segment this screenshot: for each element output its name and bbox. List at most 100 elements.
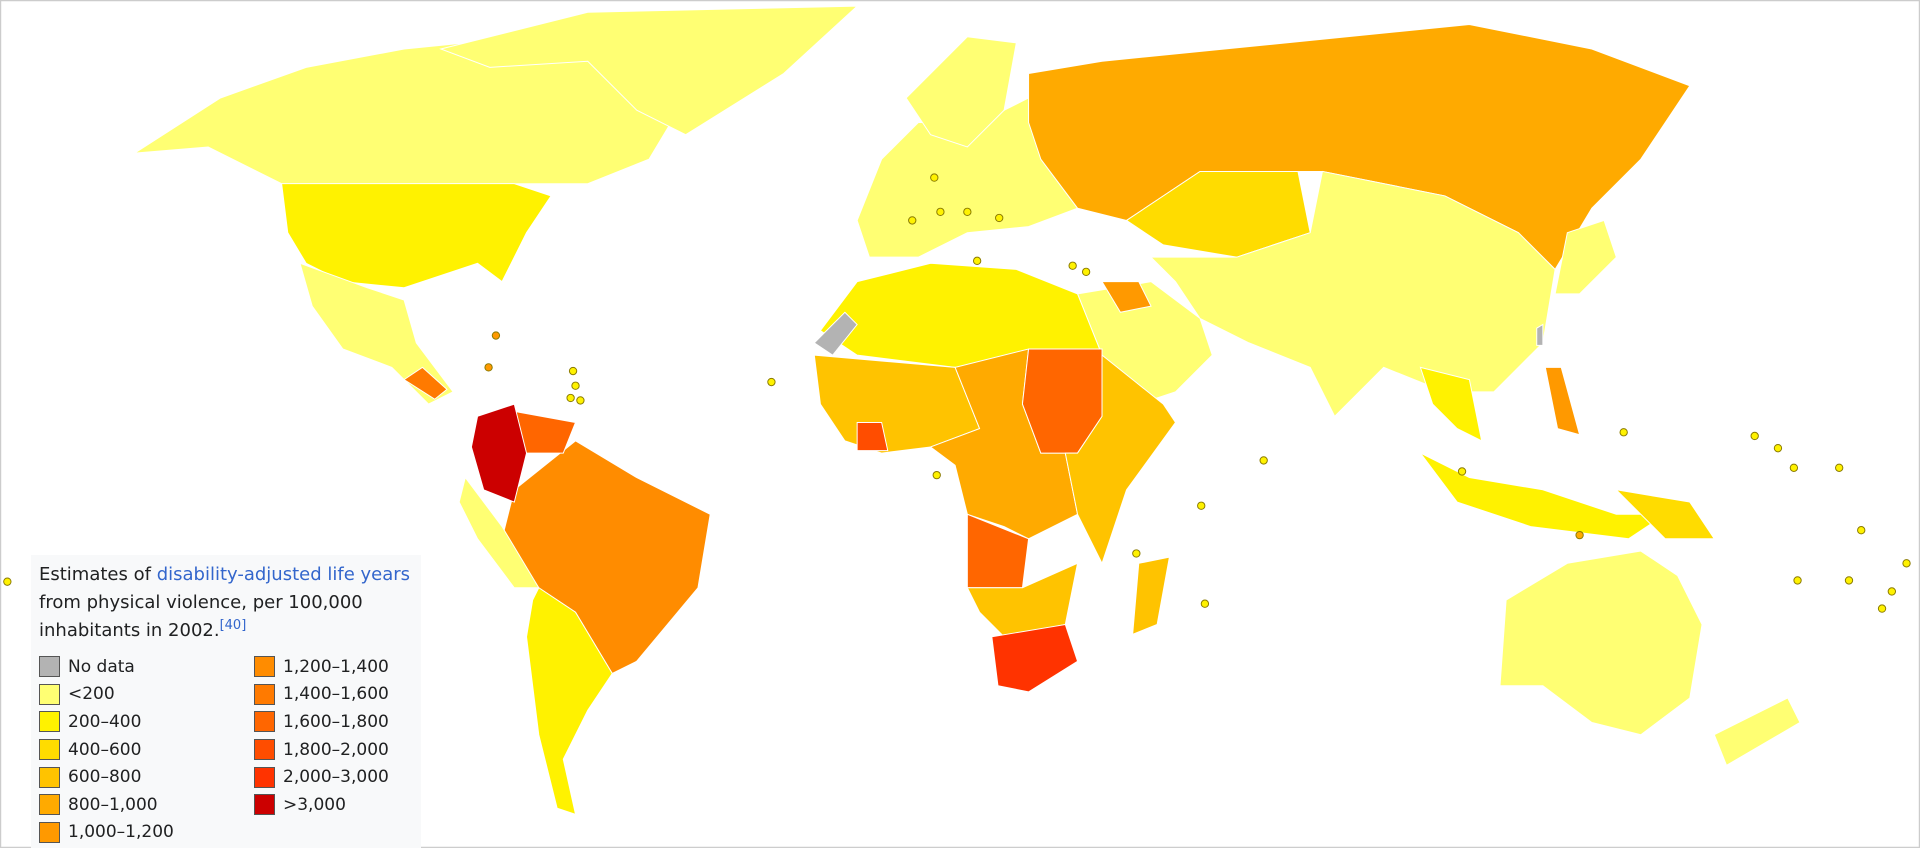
island: [1132, 549, 1141, 558]
legend-label: 600–800: [68, 767, 142, 788]
central-america: [403, 366, 448, 400]
legend-item: No data: [39, 653, 254, 681]
island: [566, 393, 575, 403]
legend-swatch: [254, 766, 275, 788]
legend-swatch: [254, 711, 275, 733]
island: [484, 363, 493, 372]
island: [1773, 444, 1783, 453]
island: [908, 216, 917, 225]
legend-item: 2,000–3,000: [254, 763, 414, 791]
legend-label: >3,000: [283, 794, 346, 815]
island: [767, 377, 776, 387]
legend-label: 1,800–2,000: [283, 739, 389, 760]
greenland: [439, 5, 859, 136]
island: [1877, 604, 1887, 613]
legend-swatch: [254, 794, 275, 816]
island: [1857, 526, 1866, 535]
legend-swatch: [39, 766, 60, 788]
island: [1457, 467, 1467, 476]
caption-link[interactable]: disability-adjusted life years: [156, 564, 411, 585]
asia: [1149, 170, 1556, 418]
island: [1793, 576, 1802, 585]
island: [1081, 267, 1091, 277]
legend-item: 800–1,000: [39, 791, 254, 819]
legend-swatch: [39, 739, 60, 761]
island: [932, 470, 941, 480]
iraq: [1101, 281, 1152, 313]
legend-swatch: [39, 683, 60, 705]
legend-label: No data: [68, 656, 135, 677]
legend-swatch: [254, 656, 275, 678]
legend-label: 1,400–1,600: [283, 684, 389, 705]
legend-item: 1,000–1,200: [39, 819, 254, 847]
island: [930, 173, 939, 182]
island: [1200, 599, 1210, 608]
north-africa: [819, 262, 1103, 368]
legend-label: 400–600: [68, 739, 142, 760]
island: [1887, 587, 1896, 596]
japan: [1554, 219, 1617, 295]
south-africa: [991, 623, 1079, 693]
island: [1575, 530, 1584, 540]
east-africa: [1064, 354, 1177, 565]
island: [1197, 501, 1206, 510]
island: [1068, 261, 1077, 270]
legend-caption: Estimates of disability-adjusted life ye…: [39, 561, 413, 645]
legend-label: 200–400: [68, 711, 142, 732]
legend-item: >3,000: [254, 791, 414, 819]
papua: [1614, 489, 1716, 540]
caption-text: from physical violence, per 100,000 inha…: [39, 592, 363, 641]
island: [995, 213, 1004, 223]
legend-item: <200: [39, 681, 254, 709]
cote-divoire: [856, 421, 889, 452]
legend-label: 2,000–3,000: [283, 767, 389, 788]
legend-label: 1,200–1,400: [283, 656, 389, 677]
island: [963, 207, 972, 217]
islands: [3, 173, 1911, 613]
legend-swatch: [254, 739, 275, 761]
peru: [458, 476, 540, 589]
island: [1750, 431, 1759, 441]
island: [1789, 463, 1799, 472]
island: [972, 256, 982, 265]
legend: Estimates of disability-adjusted life ye…: [31, 555, 421, 848]
island: [1902, 559, 1911, 568]
legend-item: 600–800: [39, 763, 254, 791]
legend-item: 1,600–1,800: [254, 708, 414, 736]
madagascar: [1132, 556, 1170, 636]
island: [936, 207, 945, 217]
island: [1835, 463, 1844, 472]
legend-item: 200–400: [39, 708, 254, 736]
legend-label: 1,600–1,800: [283, 711, 389, 732]
island: [571, 381, 580, 390]
island: [576, 396, 585, 405]
new-zealand: [1713, 697, 1801, 767]
island: [1619, 428, 1628, 437]
reference-link[interactable]: [40]: [219, 618, 247, 633]
legend-label: 800–1,000: [68, 794, 158, 815]
legend-swatch: [39, 794, 60, 816]
colombia: [470, 403, 528, 503]
scandinavia: [905, 36, 1017, 148]
legend-item: 1,400–1,600: [254, 681, 414, 709]
taiwan: [1536, 323, 1544, 346]
island: [1259, 456, 1268, 465]
island: [491, 331, 501, 340]
argentina-chile: [526, 587, 613, 816]
legend-item: 1,200–1,400: [254, 653, 414, 681]
legend-swatch: [39, 711, 60, 733]
usa: [281, 183, 552, 289]
island: [1844, 576, 1854, 585]
caption-text: Estimates of: [39, 564, 157, 585]
legend-label: <200: [68, 684, 115, 705]
island: [568, 366, 578, 376]
legend-item: 1,800–2,000: [254, 736, 414, 764]
legend-swatch: [39, 821, 60, 843]
legend-items: No data <200 200–400 400–600 600–800 800–1,00…: [39, 653, 413, 846]
philippines: [1544, 366, 1581, 436]
legend-swatch: [254, 683, 275, 705]
legend-label: 1,000–1,200: [68, 822, 174, 843]
